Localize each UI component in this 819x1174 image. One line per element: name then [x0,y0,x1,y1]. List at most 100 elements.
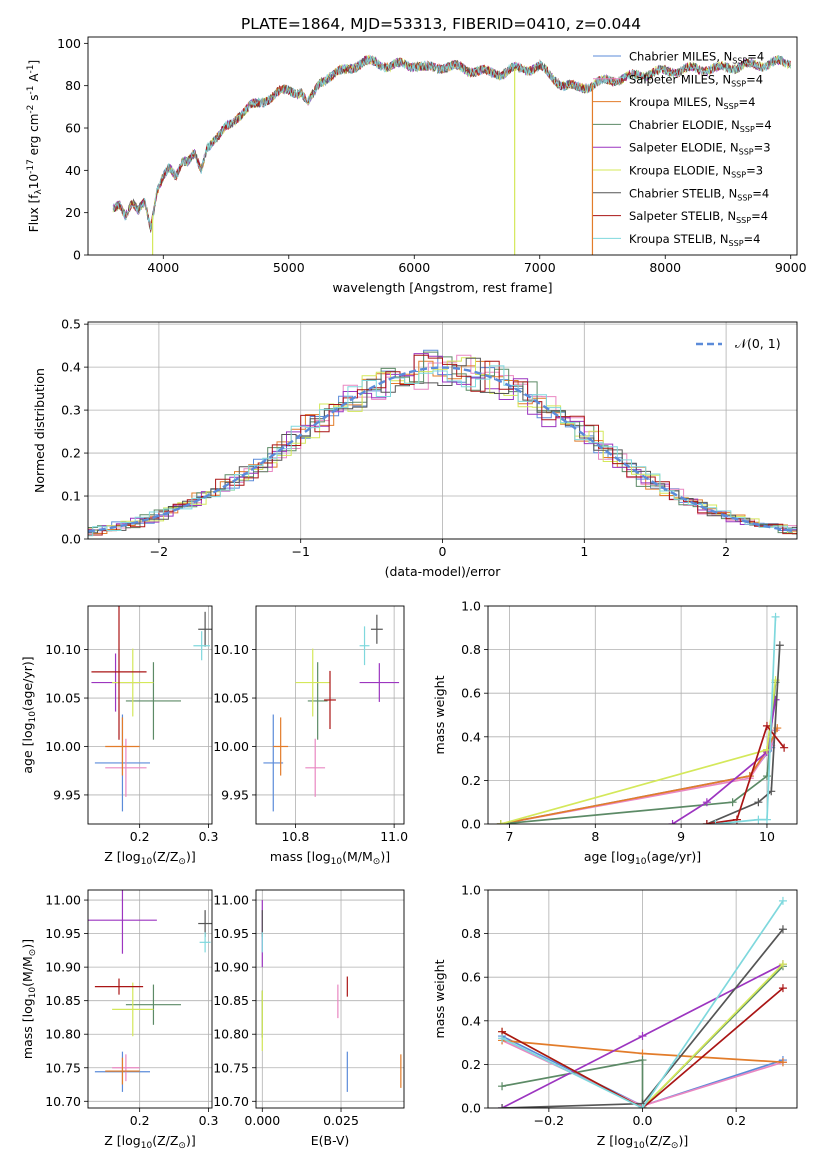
y-tick-label: 0.6 [461,686,481,701]
mass-weight-marker [711,820,720,824]
y-tick-label: 0.8 [461,642,481,657]
mass-weight-marker [498,1104,507,1108]
y-tick-label: 10.10 [45,642,81,657]
y-tick-label: 10.95 [213,926,249,941]
mass-weight-marker [498,1034,507,1043]
y-tick-label: 60 [65,121,81,136]
y-tick-label: 0.4 [461,1013,481,1028]
mass-weight-marker [728,798,737,807]
y-axis-label: mass weight [432,959,447,1038]
y-tick-label: 10.05 [213,691,249,706]
mass-weight-marker [778,960,787,969]
spectrum-line [112,54,593,229]
y-tick-label: 0.1 [61,489,81,504]
legend-entry: Kroupa ELODIE, NSSP=3 [629,164,763,180]
mass-weight-line [500,730,777,824]
x-tick-label: 0.3 [199,1113,219,1128]
grid [488,605,797,825]
y-tick-label: 0.6 [461,970,481,985]
x-tick-label: −1 [291,544,309,559]
plot-area [498,896,787,1108]
y-tick-label: 20 [65,205,81,220]
axes-frame [487,889,798,1109]
mass-vs-metallicity-panel: 0.2 0.3 10.70 10.75 10.80 10.85 10.90 10.95 11.0… [20,889,219,1151]
y-axis-label: Flux [fλ10-17 erg cm-2 s-1 A-1] [26,60,44,232]
x-tick-label: 8 [591,829,599,844]
y-tick-label: 0.4 [61,360,81,375]
x-tick-label: 7 [505,829,513,844]
spectrum-line [112,56,593,231]
mass-weight-marker [778,925,787,934]
x-tick-label: 10.8 [282,829,310,844]
y-tick-label: 10.75 [45,1060,81,1075]
y-tick-label: 0.0 [61,532,81,547]
legend-entry: 𝒩(0, 1) [735,336,781,351]
x-tick-label: 6000 [398,260,430,275]
y-tick-label: 80 [65,78,81,93]
x-tick-label: 0.0 [633,1113,653,1128]
histogram-step [88,365,797,537]
mass-weight-line [500,727,779,824]
spectrum-line [112,54,593,230]
plot-area [91,606,212,812]
mass-weight-marker [778,896,787,905]
y-tick-label: 10.85 [213,993,249,1008]
mass-weight-line [500,730,777,824]
y-tick-label: 10.10 [213,642,249,657]
y-tick-label: 100 [57,36,81,51]
y-tick-label: 0.4 [461,729,481,744]
mass-weight-marker [778,1058,787,1067]
x-tick-label: 0.2 [130,1113,150,1128]
mass-weight-vs-metallicity-panel: −0.2 0.0 0.2 0.0 0.2 0.4 0.6 0.8 1.0 Z [log10(Z/Z… [432,883,798,1151]
x-tick-label: 2 [722,544,730,559]
axes-frame [87,889,213,1109]
axes-frame [87,36,798,256]
plot-area [88,349,797,537]
normal-curve [88,366,795,533]
y-tick-label: 0.5 [61,317,81,332]
mass-weight-marker [780,743,789,752]
mass-weight-marker [762,815,771,824]
y-tick-label: 10.95 [45,926,81,941]
mass-weight-line [706,724,785,824]
mass-weight-marker [778,984,787,993]
y-axis-label: age [log10(age/yr)] [20,656,38,773]
mass-weight-marker [775,641,784,650]
plot-area [263,614,400,812]
x-tick-label: 9000 [775,260,807,275]
x-tick-label: 0.2 [726,1113,746,1128]
y-tick-label: 0.2 [461,1057,481,1072]
plot-area [88,890,212,1092]
mass-weight-vs-age-panel: 7 8 9 10 0.0 0.2 0.4 0.6 0.8 1.0 age [log10(age/yr… [432,599,798,867]
y-tick-label: 10.80 [45,1027,81,1042]
mass-weight-marker [496,820,505,824]
x-tick-label: 0.2 [130,829,150,844]
y-tick-label: 10.85 [45,993,81,1008]
legend-entry: Salpeter MILES, NSSP=4 [629,72,763,88]
plot-area [261,900,402,1092]
y-tick-label: 0.0 [461,1101,481,1116]
x-tick-label: 5000 [273,260,305,275]
mass-weight-marker [668,820,677,824]
y-tick-label: 11.00 [213,893,249,908]
spectrum-panel: 4000 5000 6000 7000 8000 9000 0 20 40 60 80 100 wave… [26,36,807,295]
histogram-step [88,354,797,536]
mass-weight-marker [762,721,771,730]
x-axis-label: E(B-V) [311,1133,350,1148]
grid [88,606,212,824]
mass-weight-marker [638,1032,647,1041]
spectrum-line [112,55,792,231]
legend-entry: Chabrier MILES, NSSP=4 [629,50,764,66]
residual-histogram-panel: −2 −1 0 1 2 0.0 0.1 0.2 0.3 0.4 0.5 𝒩(0, 1) (data-mo… [32,317,798,579]
mass-weight-line [501,987,784,1108]
mass-weight-marker [638,1104,647,1108]
axes-frame [87,605,213,825]
x-axis-label: Z [log10(Z/Z⊙)] [104,849,195,867]
x-tick-label: 11.0 [380,829,408,844]
y-tick-label: 10.75 [213,1060,249,1075]
x-tick-label: 7000 [524,260,556,275]
mass-weight-line [501,900,784,1108]
y-tick-label: 1.0 [461,599,481,614]
x-axis-label: (data-model)/error [385,564,502,579]
